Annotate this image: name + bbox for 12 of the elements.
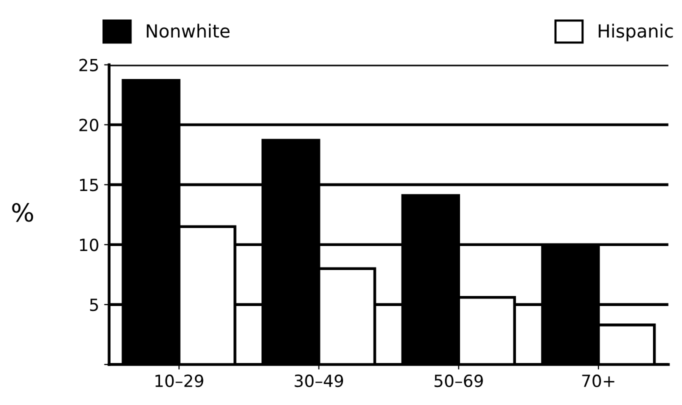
y-tick-label: 10 bbox=[80, 238, 98, 252]
y-tick-label: 20 bbox=[79, 118, 98, 132]
x-tick-label: 50–69 bbox=[434, 374, 483, 388]
legend-label: Nonwhite bbox=[146, 24, 230, 38]
legend-label: Hispanic bbox=[598, 24, 673, 42]
y-tick-label: 15 bbox=[80, 178, 98, 192]
y-tick-label: 25 bbox=[79, 58, 98, 72]
x-tick-label: 10–29 bbox=[155, 374, 204, 388]
x-tick-label: 30–49 bbox=[294, 374, 344, 388]
x-tick-label: 70+ bbox=[582, 374, 614, 388]
y-tick-label: 5 bbox=[90, 298, 98, 312]
y-axis-title: % bbox=[12, 202, 34, 222]
